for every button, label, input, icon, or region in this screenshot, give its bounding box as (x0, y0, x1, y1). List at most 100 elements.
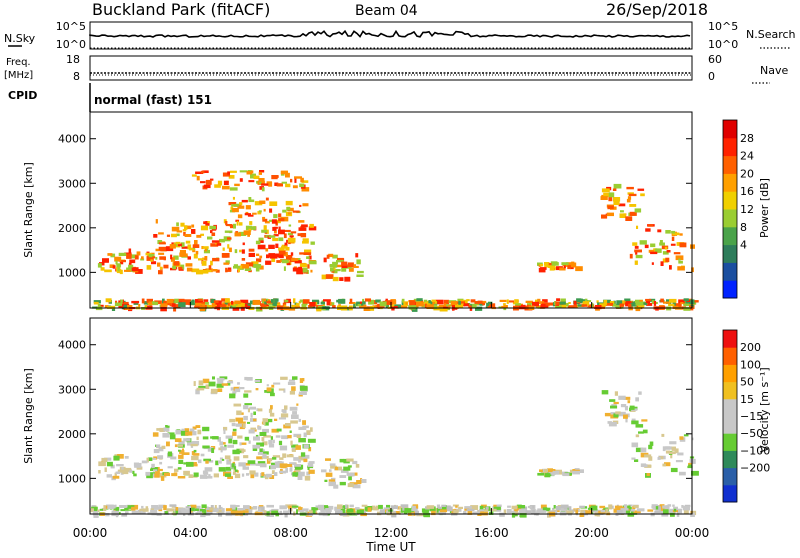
power-echo-cell (195, 171, 204, 174)
power-echo-cell (195, 250, 199, 255)
velocity-echo-cell (253, 411, 256, 415)
power-echo-cell (281, 244, 286, 247)
power-echo-cell (244, 267, 252, 271)
velocity-echo-cell (398, 510, 401, 515)
velocity-echo-cell (225, 435, 233, 439)
power-echo-cell (559, 267, 566, 271)
power-echo-cell (544, 262, 550, 265)
power-echo-cell (238, 268, 240, 273)
velocity-echo-cell (151, 463, 155, 468)
velocity-echo-cell (410, 508, 418, 512)
power-echo-cell (231, 203, 240, 207)
velocity-echo-cell (445, 506, 453, 512)
power-echo-cell (439, 306, 448, 312)
velocity-echo-cell (328, 479, 335, 482)
velocity-echo-cell (199, 509, 206, 513)
velocity-echo-cell (152, 457, 157, 460)
velocity-echo-cell (326, 510, 331, 514)
velocity-echo-cell (208, 381, 216, 387)
power-echo-cell (613, 201, 620, 206)
velocity-echo-cell (203, 458, 211, 462)
power-echo-cell (332, 269, 338, 274)
power-echo-cell (393, 306, 398, 309)
power-echo-cell (663, 301, 671, 304)
power-echo-cell (234, 302, 243, 308)
velocity-echo-cell (249, 470, 256, 475)
power-echo-cell (176, 230, 183, 233)
power-echo-cell (606, 302, 613, 306)
power-echo-cell (211, 240, 220, 243)
velocity-echo-cell (480, 511, 488, 516)
power-echo-cell (683, 307, 691, 311)
power-echo-cell (178, 298, 185, 302)
velocity-echo-cell (625, 510, 631, 514)
power-echo-cell (600, 196, 608, 200)
power-colorbar-tick: 20 (740, 167, 754, 180)
velocity-echo-cell (306, 471, 310, 476)
power-echo-cell (117, 267, 120, 272)
velocity-echo-cell (181, 507, 186, 513)
power-echo-cell (630, 303, 637, 307)
velocity-echo-cell (278, 440, 283, 446)
power-echo-cell (273, 298, 279, 302)
velocity-echo-cell (183, 470, 190, 476)
velocity-echo-cell (146, 457, 149, 463)
power-echo-cell (470, 299, 476, 303)
power-echo-cell (275, 243, 279, 248)
velocity-echo-cell (401, 508, 408, 513)
power-echo-cell (268, 235, 276, 238)
power-echo-cell (224, 230, 233, 233)
power-echo-cell (337, 264, 345, 268)
power-echo-cell (678, 258, 681, 261)
velocity-echo-cell (463, 510, 467, 514)
velocity-echo-cell (231, 463, 235, 468)
velocity-echo-cell (679, 471, 686, 476)
power-echo-cell (232, 307, 240, 311)
velocity-echo-cell (257, 426, 262, 430)
velocity-echo-cell (308, 469, 315, 474)
velocity-echo-cell (210, 505, 214, 509)
velocity-y-axis: 4000 3000 2000 1000 (58, 339, 692, 485)
velocity-echo-cell (262, 453, 267, 458)
velocity-echo-cell (217, 388, 223, 392)
power-echo-cell (680, 302, 684, 305)
velocity-echo-cell (177, 444, 183, 447)
power-echo-cell (272, 226, 277, 231)
velocity-echo-cell (264, 421, 269, 426)
power-echo-cell (198, 258, 205, 261)
velocity-echo-cell (187, 441, 194, 446)
power-echo-cell (126, 254, 132, 259)
velocity-echo-cell (174, 438, 182, 442)
velocity-echo-cell (135, 510, 139, 513)
power-echo-cell (231, 304, 237, 308)
velocity-echo-cell (292, 472, 299, 477)
velocity-echo-cell (641, 419, 648, 422)
velocity-echo-cell (156, 428, 163, 431)
power-echo-cell (115, 300, 118, 304)
velocity-echo-cell (691, 470, 699, 476)
velocity-colorbar-label: Velocity [m s⁻¹] (758, 367, 771, 452)
power-echo-cell (273, 214, 278, 219)
power-echo-cell (613, 300, 616, 306)
power-echo-cell (170, 254, 173, 260)
velocity-echo-cell (169, 504, 177, 507)
velocity-echo-cell (244, 376, 248, 381)
velocity-echo-cell (511, 505, 518, 510)
velocity-echo-cell (152, 432, 159, 437)
velocity-echo-cell (124, 507, 132, 511)
power-echo-cell (172, 265, 177, 270)
power-echo-cell (501, 305, 507, 309)
velocity-echo-cell (378, 504, 383, 509)
velocity-echo-cell (553, 505, 556, 509)
power-echo-cell (438, 304, 445, 308)
velocity-echo-cell (244, 462, 251, 466)
velocity-echo-cell (665, 446, 671, 450)
power-echo-cell (227, 237, 232, 240)
velocity-echo-cell (211, 448, 215, 453)
power-colorbar-segment (723, 137, 737, 157)
velocity-echo-cell (329, 463, 336, 466)
velocity-echo-cell (282, 409, 287, 414)
power-echo-cell (671, 230, 676, 234)
power-echo-cell (170, 233, 177, 238)
velocity-echo-cell (145, 506, 149, 510)
